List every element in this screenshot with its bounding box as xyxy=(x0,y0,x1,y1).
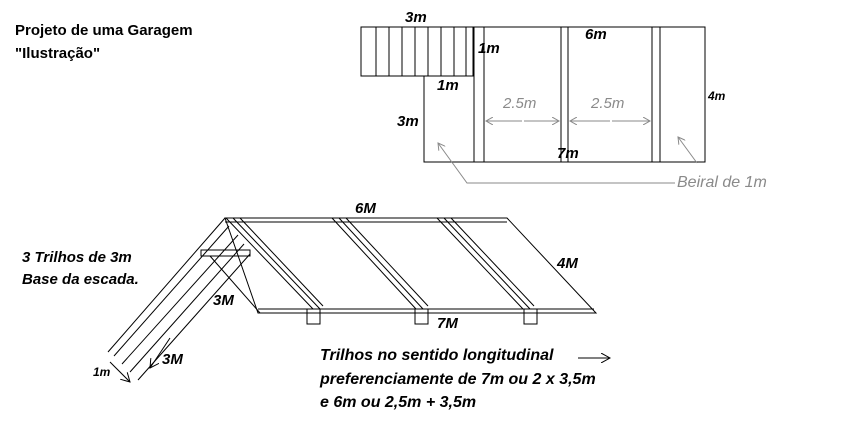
iso-roof-outline xyxy=(225,218,596,313)
note-line-3: e 6m ou 2,5m + 3,5m xyxy=(320,394,477,411)
iso-dim-top: 6M xyxy=(355,200,376,217)
iso-dim-stair-length: 3M xyxy=(213,292,234,309)
rails-note-line-2: Base da escada. xyxy=(22,271,139,288)
title-line-2: "Ilustração" xyxy=(15,45,101,62)
plan-dim-right: 4m xyxy=(708,89,726,103)
plan-dim-left: 3m xyxy=(397,113,419,130)
iso-dim-stair-width: 1m xyxy=(93,365,111,379)
plan-stair-block xyxy=(361,27,473,76)
note-line-1: Trilhos no sentido longitudinal xyxy=(320,347,554,364)
iso-view xyxy=(108,218,596,380)
iso-dim-bottom: 7M xyxy=(437,315,458,332)
plan-dim-top: 6m xyxy=(585,26,607,43)
plan-dim-bottom: 7m xyxy=(557,145,579,162)
plan-eave-label: Beiral de 1m xyxy=(677,174,767,191)
stair-run-arrow xyxy=(150,338,170,368)
iso-rail-right xyxy=(437,218,537,324)
iso-rail-left xyxy=(226,218,323,324)
title-line-1: Projeto de uma Garagem xyxy=(15,22,193,39)
iso-rail-middle xyxy=(332,218,428,324)
iso-stair-support xyxy=(210,256,260,313)
plan-garage-outline xyxy=(424,27,705,162)
plan-stair-treads xyxy=(376,27,466,76)
plan-dim-stair-bottom: 1m xyxy=(437,77,459,94)
stair-width-arrow xyxy=(110,362,130,382)
note-line-2: preferenciamente de 7m ou 2 x 3,5m xyxy=(320,371,596,388)
eave-leader-right xyxy=(678,137,697,163)
plan-view xyxy=(361,27,705,162)
iso-dim-stair-run: 3M xyxy=(162,351,183,368)
eave-leader-left xyxy=(438,143,675,183)
plan-dim-bay-2: 2.5m xyxy=(591,95,625,112)
plan-dim-stair-side: 1m xyxy=(478,40,500,57)
iso-stair-landing xyxy=(201,250,250,256)
plan-dimension-arrows xyxy=(438,121,697,183)
plan-dim-top-stair: 3m xyxy=(405,9,427,26)
iso-dim-right: 4M xyxy=(557,255,578,272)
rails-note-line-1: 3 Trilhos de 3m xyxy=(22,249,132,266)
plan-dim-bay-1: 2.5m xyxy=(503,95,537,112)
